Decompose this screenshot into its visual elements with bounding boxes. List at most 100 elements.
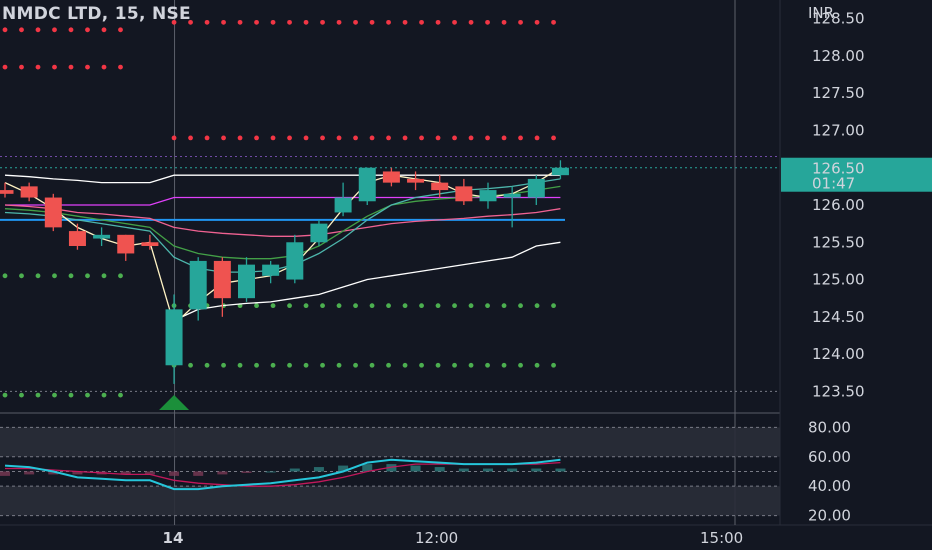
pivot-dot-green [118,273,123,279]
candle-body [44,197,62,228]
pivot-dot-green [303,303,309,309]
osc-histogram-bar [48,471,59,475]
pivot-dot-red [320,135,325,141]
osc-histogram-bar [217,471,228,475]
pivot-dot-red [2,27,8,33]
osc-histogram-bar [120,471,131,475]
pivot-dot-red [336,19,342,25]
osc-histogram-bar [72,471,83,475]
price-tick-label: 123.50 [812,382,865,400]
pivot-dot-red [19,64,24,70]
pivot-dot-green [485,303,490,309]
pivot-dot-green [518,362,523,368]
pivot-dot-red [35,27,41,33]
pivot-dot-green [435,362,441,368]
pivot-dot-red [254,135,259,141]
pivot-dot-green [402,362,408,368]
pivot-dot-red [68,27,74,33]
candle-body [358,167,376,202]
pivot-dot-green [254,303,259,309]
pivot-dot-green [501,362,507,368]
osc-histogram-bar [24,471,35,475]
pivot-dot-red [534,19,540,25]
pivot-dot-red [485,19,490,25]
pivot-dot-green [402,303,408,309]
time-tick-label: 14 [163,529,184,547]
osc-histogram-bar [555,468,566,472]
pivot-dot-red [52,27,57,33]
osc-histogram-bar [362,464,373,472]
pivot-dot-red [320,19,325,25]
osc-tick-label: 40.00 [808,477,851,495]
pivot-dot-red [188,135,193,141]
osc-histogram-bar [531,468,542,472]
chart-title: NMDC LTD, 15, NSE [2,4,191,24]
candle-body [310,223,328,243]
pivot-dot-green [452,362,457,368]
osc-histogram-bar [483,468,493,472]
pivot-dot-red [419,19,424,25]
pivot-dot-red [237,19,243,25]
candle-body [262,264,280,276]
pivot-dot-red [402,135,408,141]
price-tick-label: 127.00 [812,121,865,139]
pivot-dot-red [101,64,107,70]
candle-body [382,171,400,183]
pivot-dot-green [52,273,57,279]
pivot-dot-green [386,303,391,309]
pivot-dot-red [85,27,90,33]
pivot-dot-green [221,362,226,368]
pivot-dot-red [101,27,107,33]
osc-histogram-bar [313,467,324,472]
candle-countdown: 01:47 [812,175,855,193]
pivot-dot-green [435,303,441,309]
pivot-dot-green [237,362,243,368]
indicator-line-pink [4,204,561,237]
price-tick-label: 126.00 [812,196,865,214]
pivot-dot-red [353,135,358,141]
pivot-dot-green [468,303,474,309]
pivot-dot-green [68,273,74,279]
pivot-dot-green [68,392,74,398]
candle-body [407,178,425,183]
pivot-dot-green [336,362,342,368]
osc-histogram-bar [265,471,276,473]
pivot-dot-green [534,362,540,368]
candle-body [551,167,569,176]
pivot-dot-green [287,362,292,368]
pivot-dot-red [303,19,309,25]
pivot-dot-red [221,135,226,141]
pivot-dot-red [237,135,243,141]
pivot-dot-green [320,303,325,309]
osc-band [0,486,780,516]
osc-histogram-bar [289,468,300,472]
pivot-dot-red [254,19,259,25]
pivot-dot-green [501,303,507,309]
pivot-dot-green [254,362,259,368]
osc-histogram-bar [458,468,469,472]
pivot-dot-green [101,273,107,279]
pivot-dot-green [35,392,41,398]
pivot-dot-green [353,303,358,309]
price-tick-label: 124.50 [812,308,865,326]
price-tick-label: 124.00 [812,345,865,363]
pivot-dot-green [419,362,424,368]
price-tick-label: 128.50 [812,10,865,28]
osc-histogram-bar [507,468,518,472]
osc-histogram-bar [169,471,180,476]
time-tick-label: 12:00 [415,529,458,547]
pivot-dot-red [171,135,177,141]
candle-body [93,234,111,239]
pivot-dot-green [336,303,342,309]
pivot-dot-red [485,135,490,141]
pivot-dot-red [35,64,41,70]
pivot-dot-green [468,362,474,368]
osc-histogram-bar [0,471,10,476]
candle-body [141,242,159,246]
pivot-dot-red [336,135,342,141]
pivot-dot-green [118,392,123,398]
pivot-dot-green [19,273,24,279]
pivot-dot-red [204,19,210,25]
pivot-dot-red [171,19,177,25]
